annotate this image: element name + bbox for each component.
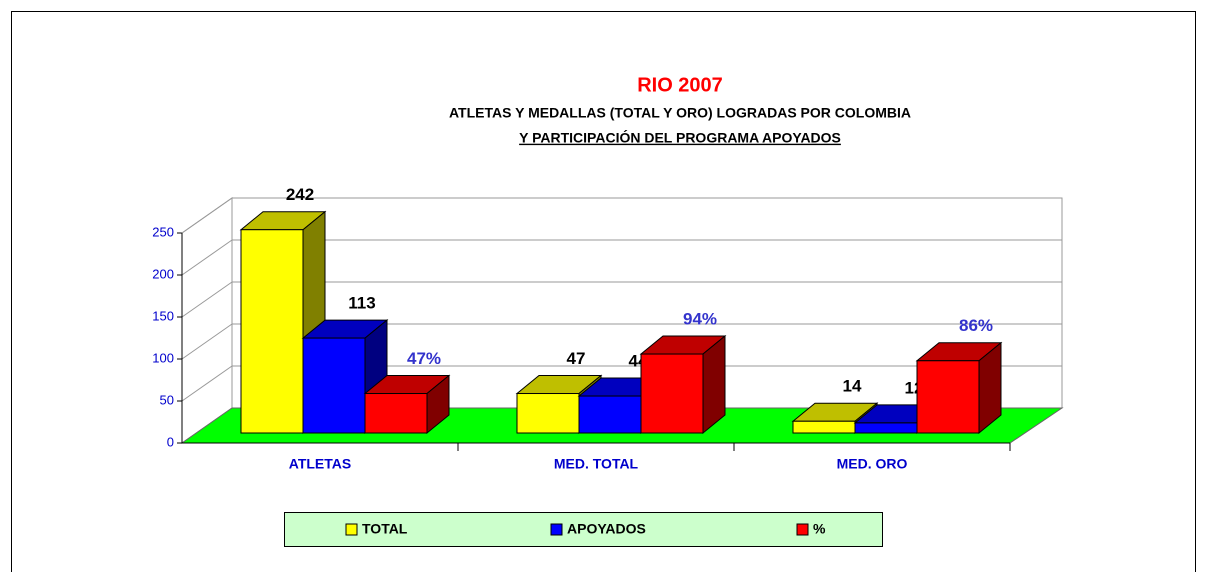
x-tick-label: MED. TOTAL: [554, 456, 639, 472]
bar: [364, 393, 428, 434]
data-label: 47: [567, 349, 586, 368]
bar: [854, 422, 918, 434]
bar: [240, 229, 304, 434]
frame: [11, 11, 1196, 572]
grid-line: [181, 239, 233, 276]
chart-subtitle: Y PARTICIPACIÓN DEL PROGRAMA APOYADOS: [519, 129, 841, 146]
legend-label: APOYADOS: [567, 521, 646, 537]
legend-label: TOTAL: [362, 521, 408, 537]
legend-swatch: [796, 523, 809, 536]
bar: [640, 353, 704, 434]
legend-label: %: [813, 521, 826, 537]
bar: [302, 337, 366, 434]
y-tick-label: 200: [152, 266, 174, 281]
grid-line: [181, 365, 233, 402]
chart-title: RIO 2007: [637, 74, 723, 96]
x-tick-label: MED. ORO: [837, 456, 908, 472]
bar: [578, 395, 642, 434]
grid-line: [181, 281, 233, 318]
y-tick-label: 250: [152, 224, 174, 239]
y-tick-label: 0: [167, 434, 174, 449]
bar: [516, 393, 580, 434]
legend: [284, 512, 883, 547]
legend-swatch: [345, 523, 358, 536]
grid-line: [181, 197, 233, 234]
y-tick-label: 100: [152, 350, 174, 365]
bar: [916, 360, 980, 434]
y-tick-label: 150: [152, 308, 174, 323]
bar: [792, 420, 856, 434]
legend-swatch: [550, 523, 563, 536]
data-label: 47%: [407, 349, 441, 368]
data-label: 86%: [959, 316, 993, 335]
data-label: 94%: [683, 310, 717, 329]
chart-subtitle: ATLETAS Y MEDALLAS (TOTAL Y ORO) LOGRADA…: [449, 105, 911, 121]
data-label: 242: [286, 185, 314, 204]
data-label: 113: [348, 294, 375, 313]
grid-line: [181, 323, 233, 360]
y-tick-label: 50: [160, 392, 174, 407]
x-tick-label: ATLETAS: [289, 456, 351, 472]
data-label: 14: [843, 377, 862, 396]
side-wall: [181, 197, 233, 444]
